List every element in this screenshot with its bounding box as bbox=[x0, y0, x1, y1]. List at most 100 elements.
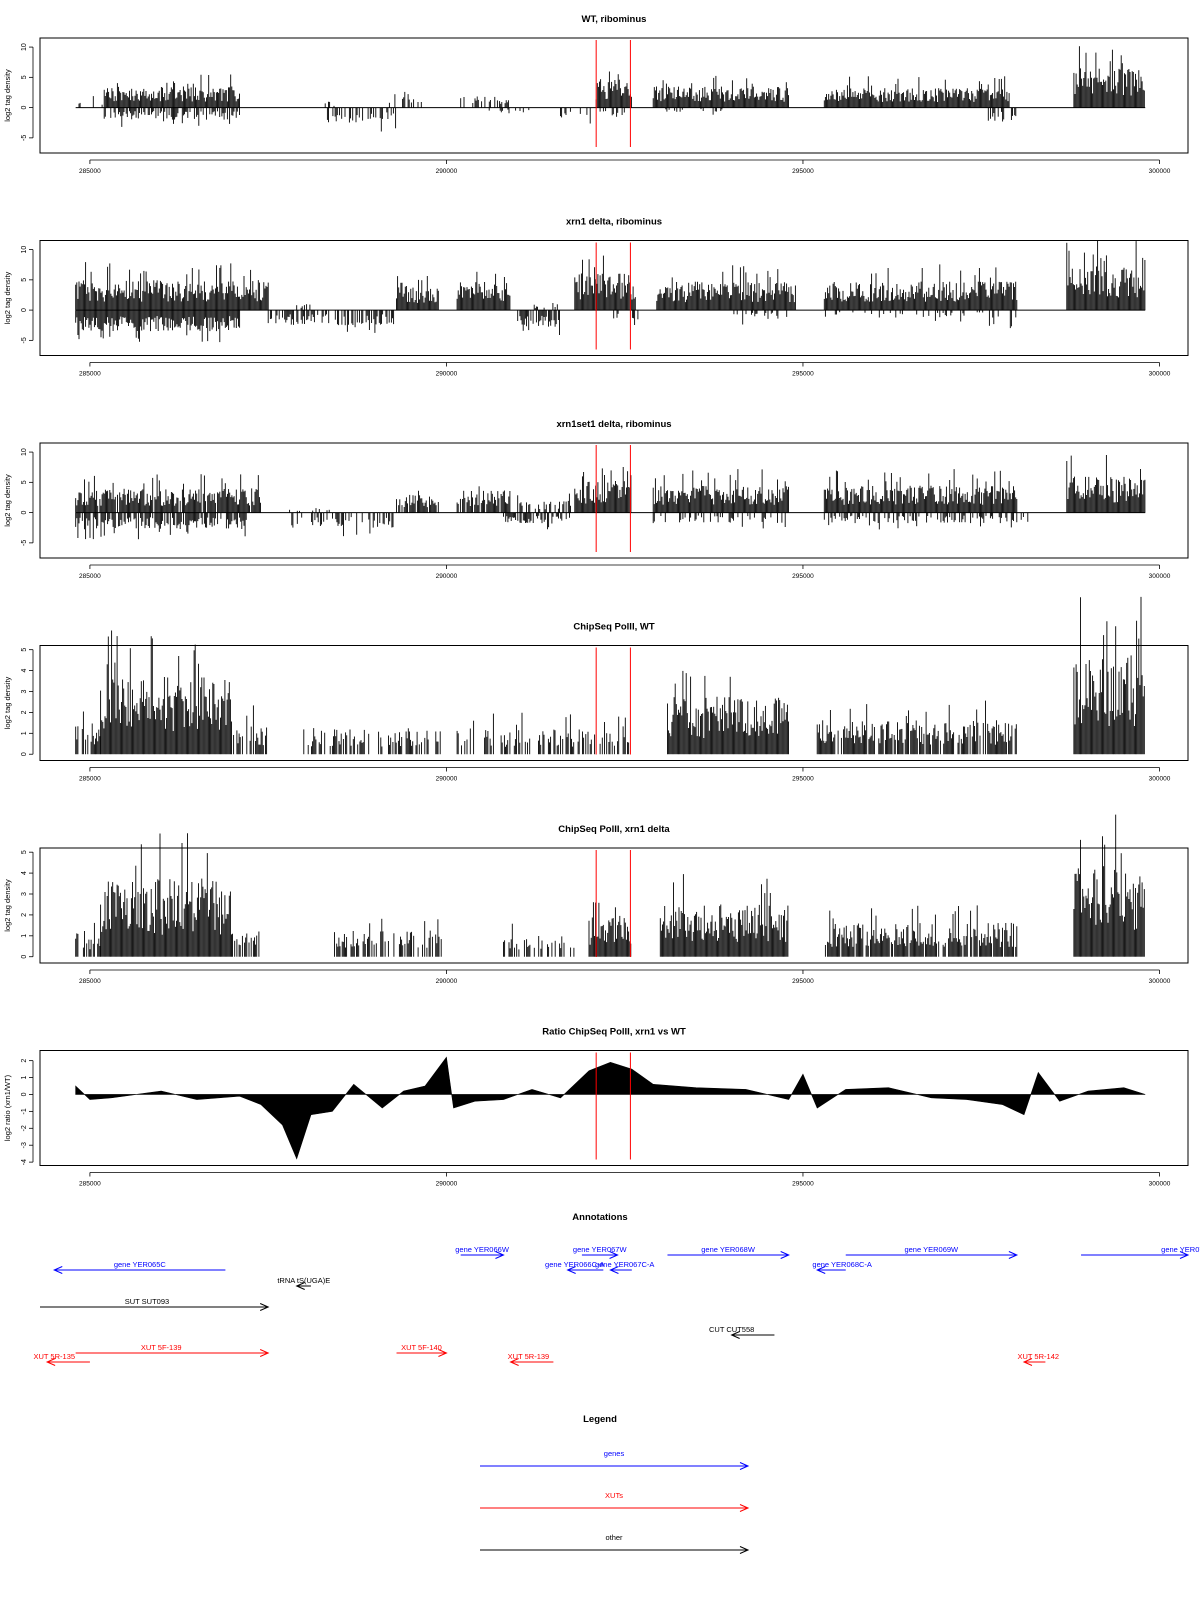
annotation-label: XUT 5F-139 bbox=[141, 1343, 182, 1352]
y-tick-label: 5 bbox=[21, 648, 28, 652]
annotation-label: CUT CUT558 bbox=[709, 1325, 754, 1334]
legend-label: other bbox=[605, 1533, 623, 1542]
panel-2: xrn1set1 delta, ribominus -5 0 5 10 log2 tag … bbox=[3, 419, 1189, 580]
annotation-arrow-head bbox=[438, 1349, 448, 1357]
x-tick-label: 295000 bbox=[792, 371, 814, 378]
annotation-arrow-head bbox=[509, 1358, 519, 1366]
y-tick-label: -2 bbox=[21, 1125, 28, 1131]
y-tick-label: -5 bbox=[21, 135, 28, 141]
annotation-label: tRNA tS(UGA)E bbox=[277, 1276, 330, 1285]
chart-title: Ratio ChipSeq PolII, xrn1 vs WT bbox=[542, 1027, 686, 1038]
annotation-arrow-head bbox=[780, 1251, 790, 1259]
y-tick-label: 5 bbox=[21, 75, 28, 79]
y-axis-label: log2 tag density bbox=[3, 69, 12, 122]
annotation-arrow-head bbox=[730, 1331, 740, 1339]
annotation-label: gene YER068C-A bbox=[812, 1260, 871, 1269]
x-tick-label: 290000 bbox=[436, 573, 458, 580]
x-tick-label: 290000 bbox=[436, 1181, 458, 1188]
panel-0: WT, ribominus -5 0 5 10 log2 tag density 28500… bbox=[3, 14, 1189, 175]
plot-frame bbox=[39, 1050, 1189, 1166]
plot-frame bbox=[39, 847, 1189, 964]
x-tick-label: 285000 bbox=[79, 573, 101, 580]
y-tick-label: 1 bbox=[21, 934, 28, 938]
y-tick-label: -1 bbox=[21, 1108, 28, 1114]
x-tick-label: 295000 bbox=[792, 776, 814, 783]
annotation-label: gene YER069W bbox=[904, 1245, 959, 1254]
legend-arrow-head bbox=[739, 1462, 750, 1470]
y-tick-label: 2 bbox=[21, 710, 28, 714]
chart-title: ChipSeq PolII, WT bbox=[573, 622, 654, 633]
y-axis-label: log2 tag density bbox=[3, 676, 12, 729]
plot-frame bbox=[39, 37, 1189, 154]
annotation-arrow-head bbox=[609, 1251, 619, 1259]
x-tick-label: 285000 bbox=[79, 371, 101, 378]
y-tick-label: 3 bbox=[21, 892, 28, 896]
annotation-label: SUT SUT093 bbox=[125, 1297, 169, 1306]
x-tick-label: 285000 bbox=[79, 978, 101, 985]
x-tick-label: 300000 bbox=[1149, 371, 1171, 378]
annotation-label: XUT 5R-135 bbox=[33, 1352, 75, 1361]
annotation-arrow-head bbox=[295, 1282, 305, 1290]
y-tick-label: 3 bbox=[21, 689, 28, 693]
annotation-arrow-head bbox=[45, 1358, 56, 1366]
annotation-label: gene YER070W bbox=[1161, 1245, 1200, 1254]
y-axis-label: log2 tag density bbox=[3, 879, 12, 932]
x-tick-label: 295000 bbox=[792, 573, 814, 580]
annotation-arrow-head bbox=[495, 1251, 505, 1259]
y-tick-label: 0 bbox=[21, 752, 28, 756]
annotation-label: XUT 5R-139 bbox=[508, 1352, 550, 1361]
x-tick-label: 300000 bbox=[1149, 168, 1171, 175]
plot-frame bbox=[39, 645, 1189, 761]
y-tick-label: 1 bbox=[21, 731, 28, 735]
annotation-arrow-head bbox=[53, 1266, 63, 1274]
y-tick-label: 5 bbox=[21, 850, 28, 854]
panel-5: Ratio ChipSeq PolII, xrn1 vs WT -4 -3 -2 -1 0… bbox=[3, 1027, 1189, 1188]
y-tick-label: 10 bbox=[21, 43, 28, 51]
x-tick-label: 285000 bbox=[79, 776, 101, 783]
chart-title: WT, ribominus bbox=[582, 14, 647, 25]
y-tick-label: 0 bbox=[21, 1092, 28, 1096]
legend-label: XUTs bbox=[605, 1491, 623, 1500]
y-tick-label: 5 bbox=[21, 480, 28, 484]
x-tick-label: 285000 bbox=[79, 1181, 101, 1188]
annotation-arrow-head bbox=[1022, 1358, 1033, 1366]
x-tick-label: 300000 bbox=[1149, 573, 1171, 580]
chart-title: xrn1set1 delta, ribominus bbox=[556, 419, 671, 430]
y-tick-label: -4 bbox=[21, 1159, 28, 1165]
y-axis-label: log2 ratio (xrn1/WT) bbox=[3, 1074, 12, 1141]
y-axis-label: log2 tag density bbox=[3, 474, 12, 527]
annotation-arrow-head bbox=[566, 1266, 576, 1274]
y-tick-label: 10 bbox=[21, 246, 28, 254]
y-tick-label: 2 bbox=[21, 1059, 28, 1063]
x-tick-label: 290000 bbox=[436, 776, 458, 783]
x-tick-label: 295000 bbox=[792, 168, 814, 175]
annotation-arrow-head bbox=[259, 1303, 270, 1311]
chart-title: xrn1 delta, ribominus bbox=[566, 217, 662, 228]
annotation-arrow-head bbox=[1008, 1251, 1019, 1259]
y-tick-label: 1 bbox=[21, 1076, 28, 1080]
ratio-area bbox=[75, 1056, 1146, 1160]
annotation-label: gene YER066W bbox=[455, 1245, 510, 1254]
annotation-label: XUT 5R-142 bbox=[1017, 1352, 1059, 1361]
annotation-arrow-head bbox=[609, 1266, 619, 1274]
y-tick-label: 2 bbox=[21, 913, 28, 917]
legend-label: genes bbox=[604, 1449, 625, 1458]
x-tick-label: 300000 bbox=[1149, 1181, 1171, 1188]
panel-4: ChipSeq PolII, xrn1 delta 0 1 2 3 4 5 log2 tag … bbox=[3, 814, 1189, 985]
panel-1: xrn1 delta, ribominus -5 0 5 10 log2 tag dens… bbox=[3, 217, 1189, 378]
legend-title: Legend bbox=[583, 1414, 617, 1425]
y-tick-label: 4 bbox=[21, 871, 28, 875]
y-tick-label: 0 bbox=[21, 308, 28, 312]
y-tick-label: 4 bbox=[21, 669, 28, 673]
y-tick-label: 10 bbox=[21, 448, 28, 456]
y-axis-label: log2 tag density bbox=[3, 271, 12, 324]
x-tick-label: 295000 bbox=[792, 978, 814, 985]
y-tick-label: 0 bbox=[21, 955, 28, 959]
annotation-label: XUT 5F-140 bbox=[401, 1343, 442, 1352]
chart-title: ChipSeq PolII, xrn1 delta bbox=[558, 824, 670, 835]
y-tick-label: 0 bbox=[21, 511, 28, 515]
x-tick-label: 295000 bbox=[792, 1181, 814, 1188]
legend-arrow-head bbox=[739, 1546, 750, 1554]
x-tick-label: 290000 bbox=[436, 978, 458, 985]
